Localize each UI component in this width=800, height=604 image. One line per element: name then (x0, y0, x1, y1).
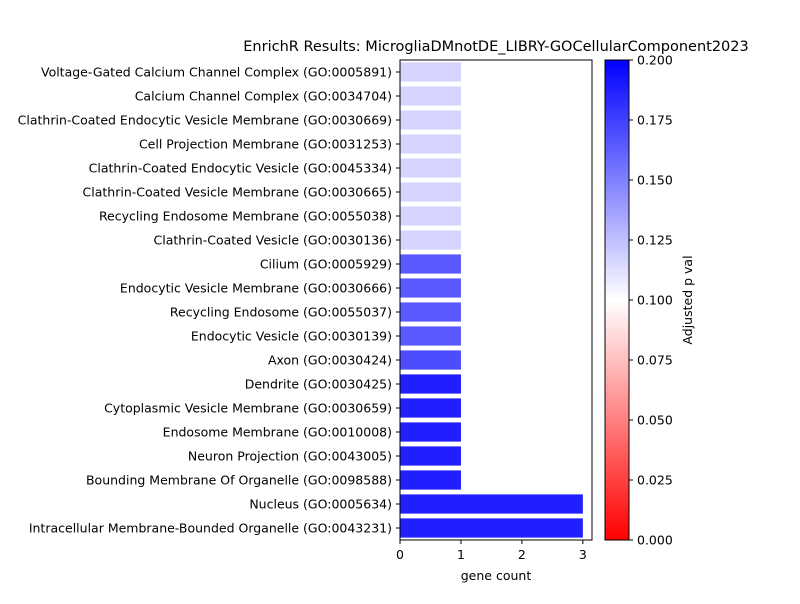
colorbar-gradient (604, 59, 630, 541)
bar (400, 158, 461, 178)
bar (400, 62, 461, 82)
x-tick-label: 0 (396, 547, 404, 562)
chart-title: EnrichR Results: MicrogliaDMnotDE_LIBRY-… (243, 39, 748, 55)
y-tick-label: Nucleus (GO:0005634) (249, 497, 392, 512)
y-tick-label: Clathrin-Coated Endocytic Vesicle Membra… (18, 113, 392, 128)
colorbar-tick-label: 0.025 (637, 473, 673, 488)
y-tick-label: Voltage-Gated Calcium Channel Complex (G… (41, 65, 392, 80)
colorbar-tick-label: 0.175 (637, 113, 673, 128)
bar (400, 422, 461, 442)
plot-frame (399, 59, 593, 541)
colorbar-tick-label: 0.125 (637, 233, 673, 248)
bar (400, 182, 461, 202)
bar (400, 206, 461, 226)
y-tick-label: Clathrin-Coated Endocytic Vesicle (GO:00… (89, 161, 392, 176)
y-tick-label: Endosome Membrane (GO:0010008) (163, 425, 392, 440)
colorbar-tick-label: 0.150 (637, 173, 673, 188)
x-tick-label: 1 (457, 547, 465, 562)
y-tick-label: Calcium Channel Complex (GO:0034704) (135, 89, 392, 104)
colorbar: 0.000 0.025 0.050 0.075 0.100 0.125 0.150 0.175… (604, 53, 695, 548)
bar (400, 302, 461, 322)
x-axis-label: gene count (461, 568, 532, 583)
colorbar-tick-label: 0.100 (637, 293, 673, 308)
x-tick-label: 3 (579, 547, 587, 562)
bar (400, 230, 461, 250)
y-tick-label: Intracellular Membrane-Bounded Organelle… (29, 521, 392, 536)
colorbar-tick-label: 0.050 (637, 413, 673, 428)
y-tick-label: Axon (GO:0030424) (268, 353, 392, 368)
bar (400, 86, 461, 106)
y-tick-label: Cytoplasmic Vesicle Membrane (GO:0030659… (104, 401, 392, 416)
bar (400, 350, 461, 370)
y-tick-label: Bounding Membrane Of Organelle (GO:00985… (86, 473, 392, 488)
y-tick-label: Recycling Endosome (GO:0055037) (170, 305, 392, 320)
bar (400, 134, 461, 154)
y-tick-label: Endocytic Vesicle Membrane (GO:0030666) (120, 281, 392, 296)
bar (400, 446, 461, 466)
bar (400, 278, 461, 298)
bar (400, 374, 461, 394)
bar (400, 494, 583, 514)
bar (400, 110, 461, 130)
x-axis: 0 1 2 3 (396, 540, 587, 562)
bars-group (400, 62, 583, 538)
bar (400, 254, 461, 274)
y-tick-label: Recycling Endosome Membrane (GO:0055038) (99, 209, 392, 224)
bar (400, 518, 583, 538)
colorbar-ticks: 0.000 0.025 0.050 0.075 0.100 0.125 0.150 0.175… (629, 53, 673, 548)
bar (400, 326, 461, 346)
y-tick-label: Cell Projection Membrane (GO:0031253) (139, 137, 392, 152)
colorbar-tick-label: 0.000 (637, 533, 673, 548)
colorbar-tick-label: 0.075 (637, 353, 673, 368)
y-tick-label: Endocytic Vesicle (GO:0030139) (191, 329, 392, 344)
y-tick-label: Dendrite (GO:0030425) (245, 377, 392, 392)
bar (400, 398, 461, 418)
x-tick-label: 2 (518, 547, 526, 562)
y-tick-label: Clathrin-Coated Vesicle (GO:0030136) (154, 233, 392, 248)
colorbar-label: Adjusted p val (680, 255, 695, 344)
y-tick-labels: Voltage-Gated Calcium Channel Complex (G… (18, 65, 400, 536)
y-tick-label: Neuron Projection (GO:0043005) (188, 449, 392, 464)
colorbar-tick-label: 0.200 (637, 53, 673, 68)
y-tick-label: Clathrin-Coated Vesicle Membrane (GO:003… (83, 185, 392, 200)
y-tick-label: Cilium (GO:0005929) (260, 257, 392, 272)
bar (400, 470, 461, 490)
